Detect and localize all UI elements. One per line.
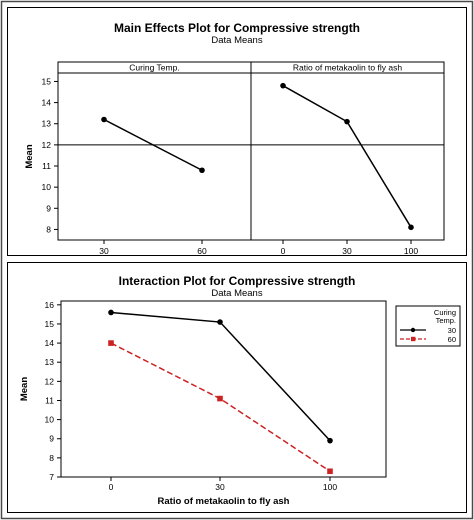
panel-strip-label: Curing Temp.: [129, 63, 179, 73]
interaction-x-axis-label: Ratio of metakaolin to fly ash: [158, 496, 290, 507]
x-tick-label: 60: [197, 246, 207, 256]
legend-entry-label: 60: [448, 335, 456, 344]
data-point: [101, 116, 107, 123]
main-effects-y-axis-label: Mean: [24, 144, 35, 168]
main-effects-subtitle: Data Means: [211, 35, 262, 46]
data-point: [199, 167, 205, 174]
legend-title: Temp.: [436, 316, 456, 325]
x-tick-label: 30: [342, 246, 352, 256]
main-effect-line: [103, 118, 203, 171]
y-tick-label: 13: [42, 119, 52, 129]
interaction-y-axis-label: Mean: [19, 377, 30, 401]
legend-swatch-marker: [410, 327, 416, 333]
y-tick-label: 10: [45, 415, 55, 425]
y-tick-label: 9: [49, 434, 54, 444]
y-tick-label: 12: [45, 376, 55, 386]
interaction-plot-area: [60, 300, 387, 478]
y-tick-label: 11: [45, 395, 54, 405]
data-point: [217, 395, 223, 402]
y-tick-label: 14: [45, 338, 55, 348]
y-tick-label: 15: [45, 319, 55, 329]
y-tick-label: 13: [45, 357, 55, 367]
x-tick-label: 0: [109, 482, 114, 492]
data-point: [344, 118, 350, 125]
interaction-frame: [7, 262, 467, 513]
y-tick-label: 9: [46, 203, 51, 213]
y-tick-label: 12: [42, 140, 52, 150]
legend-entry-label: 30: [448, 326, 456, 335]
y-tick-label: 10: [42, 182, 52, 192]
data-point: [327, 468, 333, 475]
legend-title: Curing: [434, 308, 456, 317]
y-tick-label: 8: [46, 224, 51, 234]
y-tick-label: 8: [49, 453, 54, 463]
legend-swatch-marker: [411, 336, 416, 342]
interaction-subtitle: Data Means: [211, 288, 262, 299]
y-tick-label: 14: [42, 98, 52, 108]
interaction-title: Interaction Plot for Compressive strengt…: [119, 274, 356, 288]
data-point: [280, 82, 286, 89]
y-tick-label: 16: [45, 300, 55, 310]
x-tick-label: 0: [281, 246, 286, 256]
main-effects-frame: [7, 7, 467, 256]
data-point: [327, 437, 333, 444]
x-tick-label: 100: [323, 482, 337, 492]
data-point: [108, 309, 114, 316]
main-effects-title: Main Effects Plot for Compressive streng…: [114, 21, 360, 35]
y-tick-label: 7: [49, 472, 54, 482]
data-point: [108, 340, 114, 346]
x-tick-label: 30: [99, 246, 109, 256]
panel-strip-label: Ratio of metakaolin to fly ash: [293, 63, 402, 73]
y-tick-label: 11: [42, 161, 51, 171]
x-tick-label: 30: [215, 482, 225, 492]
x-tick-label: 100: [404, 246, 418, 256]
y-tick-label: 15: [42, 76, 52, 86]
data-point: [217, 319, 223, 325]
data-point: [408, 224, 414, 231]
